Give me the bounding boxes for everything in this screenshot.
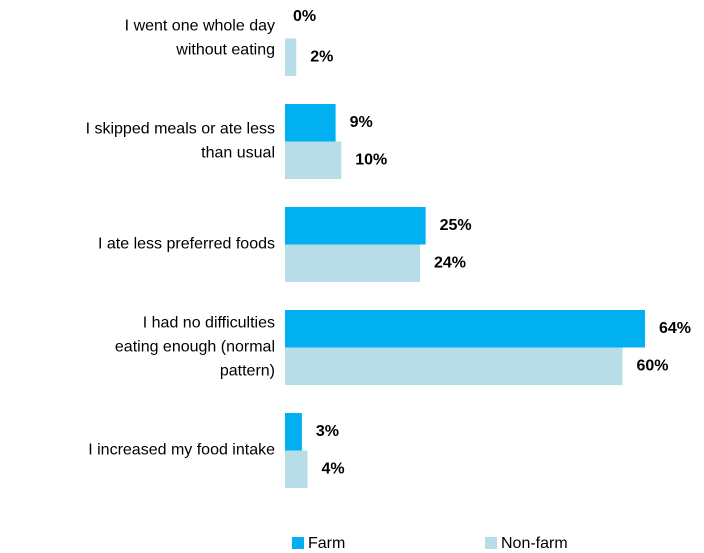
bar [285, 207, 426, 245]
category-label: I ate less preferred foods [98, 236, 275, 253]
legend-swatch [292, 537, 304, 549]
legend-label: Non-farm [501, 535, 568, 552]
category-label: I increased my food intake [88, 442, 275, 459]
bar [285, 347, 623, 385]
category-label: I went one whole day [125, 18, 275, 35]
bar [285, 310, 645, 348]
category-label: eating enough (normal [115, 339, 275, 356]
value-label: 2% [310, 48, 333, 65]
bar [285, 38, 297, 76]
category-label: than usual [201, 145, 275, 162]
value-label: 64% [659, 320, 691, 337]
category-label: pattern) [220, 363, 275, 380]
value-label: 25% [440, 217, 472, 234]
bar [285, 244, 420, 282]
value-label: 10% [355, 151, 387, 168]
category-label: without eating [175, 42, 275, 59]
bar [285, 413, 302, 451]
category-label: I skipped meals or ate less [86, 121, 275, 138]
value-label: 9% [350, 114, 373, 131]
value-label: 4% [322, 460, 345, 477]
bar [285, 450, 308, 488]
bar [285, 141, 342, 179]
value-label: 24% [434, 254, 466, 271]
category-label: I had no difficulties [143, 315, 275, 332]
legend-label: Farm [308, 535, 345, 552]
value-label: 3% [316, 423, 339, 440]
bar [285, 104, 336, 142]
legend-swatch [485, 537, 497, 549]
value-label: 0% [293, 8, 316, 25]
value-label: 60% [637, 357, 669, 374]
